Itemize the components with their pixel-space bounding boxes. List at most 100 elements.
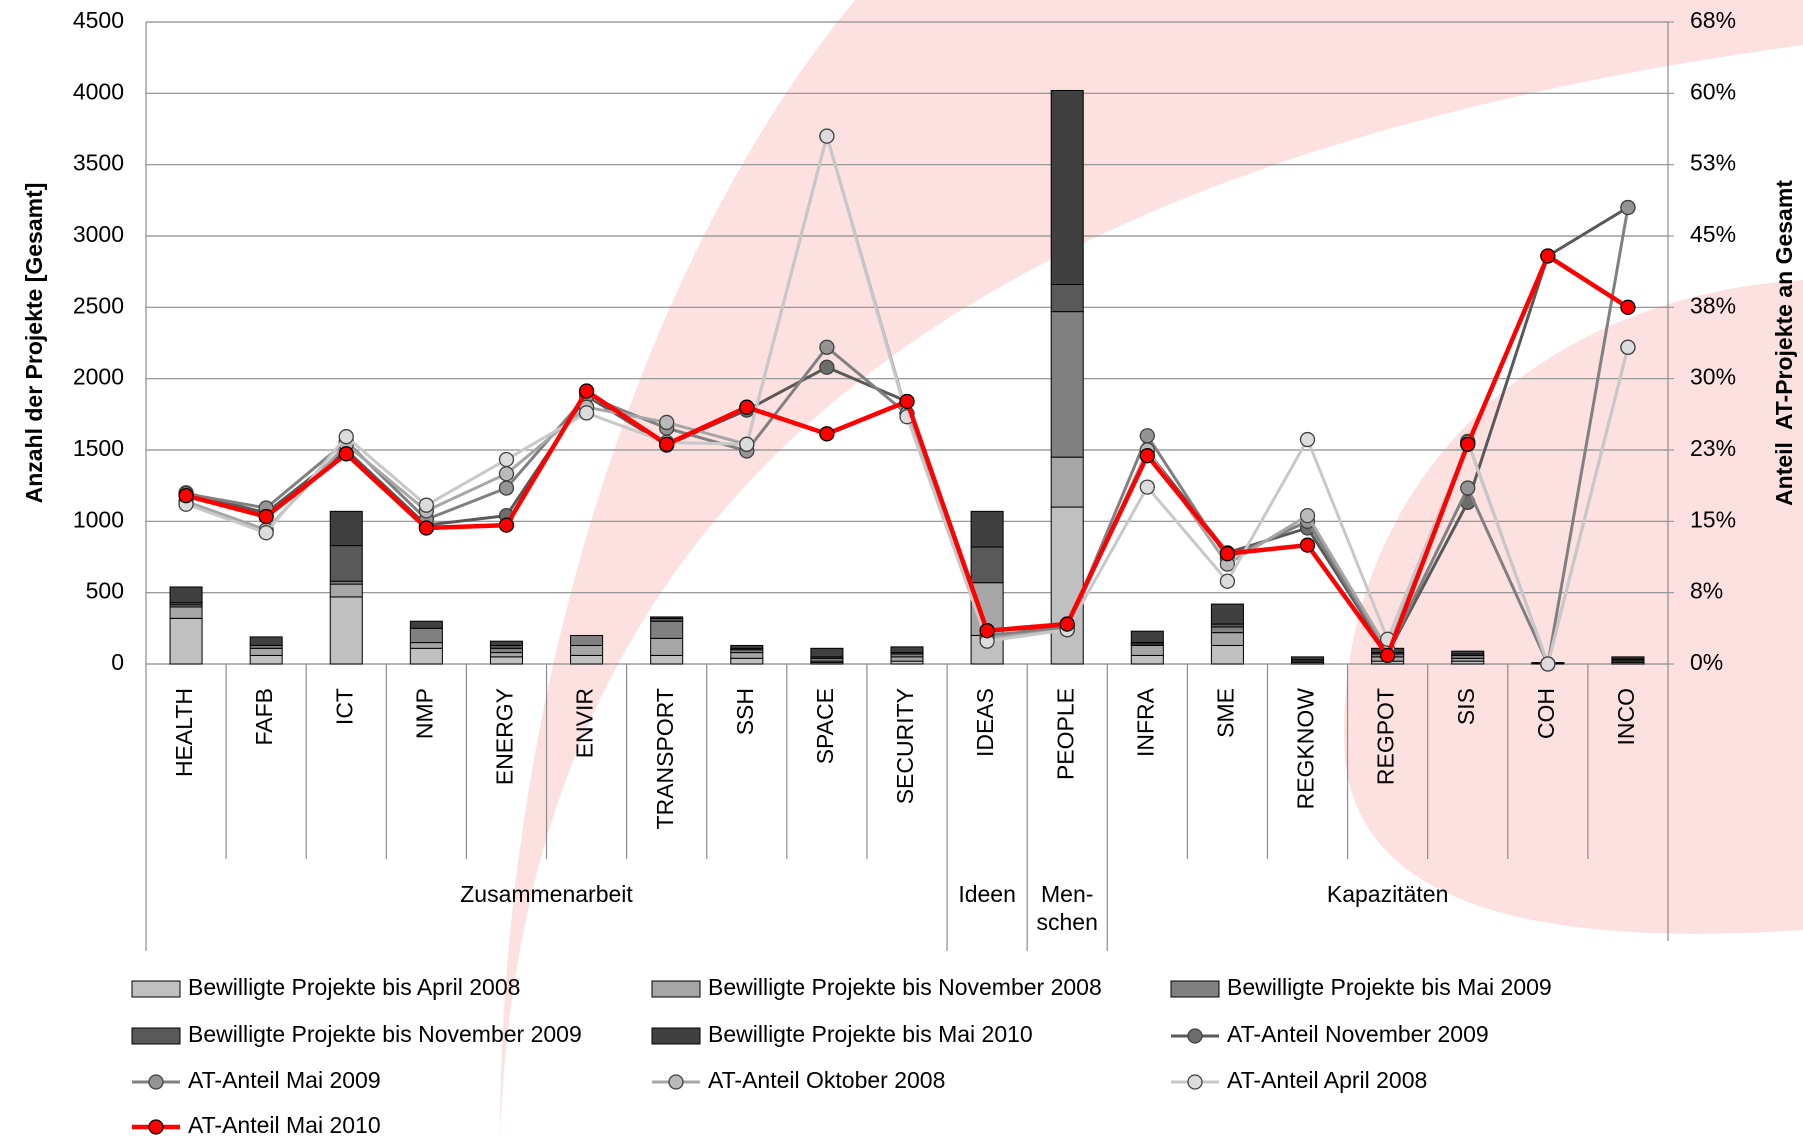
decor-circle (1344, 280, 1803, 934)
line-marker (178, 488, 194, 504)
x-tick-label: SIS (1453, 688, 1479, 725)
line-marker (739, 399, 755, 415)
line-marker (899, 393, 915, 410)
x-tick-label: REGKNOW (1293, 688, 1319, 810)
x-tick-label: SSH (732, 688, 758, 735)
x-tick-label: TRANSPORT (652, 688, 678, 829)
bar-segment (249, 654, 283, 665)
bar-segment (409, 642, 443, 649)
bar-segment (1130, 644, 1164, 656)
y-tick-label: 2500 (73, 292, 124, 318)
bar-segment (1451, 650, 1485, 655)
bar-segment (1050, 506, 1084, 665)
x-tick-label: ENVIR (572, 688, 598, 758)
decor-swoosh (500, 0, 1803, 1138)
bar-segment (1050, 284, 1084, 313)
line-marker (498, 517, 515, 533)
group-label: Kapazitäten (1326, 881, 1449, 907)
group-label-box: Zusammenarbeit (460, 881, 633, 907)
legend-marker (1187, 1074, 1203, 1090)
bar-segment (169, 586, 203, 604)
legend-swatch (131, 1027, 181, 1045)
legend-marker (1187, 1028, 1203, 1044)
bar-segment (810, 647, 844, 658)
x-tick-label: COH (1533, 688, 1559, 739)
x-tick-label: INFRA (1132, 687, 1158, 757)
line-marker (578, 405, 595, 421)
bar-segment (489, 652, 523, 658)
line-marker (258, 525, 274, 541)
bar-segment (570, 644, 604, 656)
line-marker (1540, 656, 1556, 672)
line-marker (1139, 448, 1155, 464)
bar-segment (409, 647, 443, 665)
line-marker (1219, 546, 1236, 562)
y-tick-label: 3000 (73, 221, 124, 247)
bar-segment (650, 637, 684, 656)
line-marker (498, 466, 515, 482)
y2-tick-label: 38% (1690, 292, 1736, 318)
line-marker (819, 339, 835, 355)
line-marker (338, 429, 354, 445)
bar-segment (890, 656, 924, 662)
line-marker (1219, 573, 1236, 589)
x-tick-label: FAFB (251, 688, 277, 746)
line-marker (258, 508, 274, 525)
line-marker (819, 128, 835, 144)
y2-tick-label: 45% (1690, 221, 1736, 247)
legend-label: AT-Anteil November 2009 (1227, 1021, 1489, 1047)
line-marker (659, 414, 675, 431)
legend-marker (148, 1074, 164, 1090)
bar-segment (730, 657, 764, 665)
y-tick-label: 500 (86, 578, 124, 604)
legend-label: AT-Anteil April 2008 (1227, 1067, 1427, 1093)
legend-marker (668, 1074, 684, 1090)
bar-segment (970, 510, 1004, 548)
group-label-box: Kapazitäten (1326, 881, 1449, 907)
group-label-box: Ideen (958, 881, 1016, 907)
y-tick-label: 3500 (73, 150, 124, 176)
bar-segment (1130, 630, 1164, 644)
legend-swatch (651, 1027, 701, 1045)
line-marker (1460, 480, 1476, 496)
bar-segment (730, 644, 764, 649)
bar-segment (1210, 644, 1244, 665)
y-tick-label: 4500 (73, 7, 124, 33)
legend-label: AT-Anteil Oktober 2008 (708, 1067, 945, 1093)
group-label: Zusammenarbeit (460, 881, 633, 907)
x-tick-label: PEOPLE (1052, 688, 1078, 780)
bar-segment (650, 616, 684, 619)
background-decoration (500, 0, 1803, 1138)
x-tick-label: IDEAS (972, 688, 998, 757)
x-tick-label: ICT (331, 688, 357, 725)
x-tick-label: ENERGY (492, 688, 518, 785)
line-marker (578, 383, 595, 399)
bar-segment (329, 545, 363, 582)
line-marker (1620, 339, 1636, 355)
bar-segment (409, 627, 443, 644)
y2-tick-label: 60% (1690, 78, 1736, 104)
legend-swatch (131, 980, 181, 998)
x-tick-label: NMP (411, 688, 437, 739)
line-marker (498, 451, 515, 468)
legend-label: AT-Anteil Mai 2010 (188, 1112, 381, 1138)
bar-segment (1050, 311, 1084, 458)
line-marker (659, 436, 675, 452)
y-axis-title: Anzahl der Projekte [Gesamt] (21, 183, 47, 504)
bar-segment (1291, 656, 1325, 661)
bar-segment (1210, 632, 1244, 646)
y2-tick-label: 53% (1690, 150, 1736, 176)
line-marker (1620, 199, 1636, 216)
y-tick-label: 1000 (73, 506, 124, 532)
group-label: Ideen (958, 881, 1016, 907)
line-marker (1139, 479, 1155, 495)
bar-segment (489, 640, 523, 646)
legend-swatch (651, 980, 701, 998)
bar-segment (1050, 456, 1084, 508)
legend-label: Bewilligte Projekte bis Mai 2009 (1227, 974, 1552, 1000)
bar-segment (1611, 656, 1645, 660)
y2-tick-label: 30% (1690, 364, 1736, 390)
x-tick-label: REGPOT (1373, 688, 1399, 785)
y2-axis-title: Anteil AT-Projekte an Gesamt (1771, 180, 1797, 506)
